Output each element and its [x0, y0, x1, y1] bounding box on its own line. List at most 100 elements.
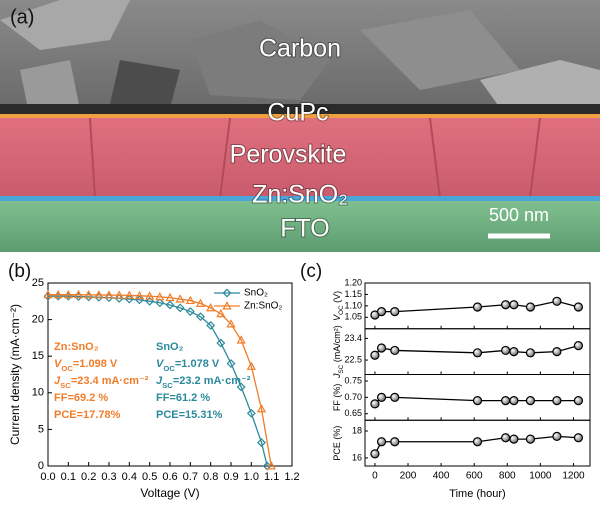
marker [390, 437, 400, 447]
marker [226, 319, 236, 328]
marker [94, 290, 104, 299]
y-axis-label: FF (%) [332, 384, 342, 412]
marker [236, 335, 246, 344]
text-part: =1.078 V [175, 358, 220, 370]
y-tick-label: 0.65 [344, 408, 362, 418]
grain-boundary [89, 117, 96, 199]
x-tick-label: 1.1 [264, 471, 279, 483]
text-part: OC [163, 364, 175, 373]
annotation: VOC=1.098 V [54, 358, 118, 373]
x-tick-label: 0.0 [40, 471, 55, 483]
x-tick-label: 0.7 [183, 471, 198, 483]
marker [73, 289, 84, 299]
marker [552, 347, 562, 357]
grain-boundary [219, 117, 231, 199]
annotation: JSC=23.2 mA·cm⁻² [156, 375, 251, 390]
text-part: (mA/cm²) [332, 325, 342, 365]
x-tick-label: 1000 [529, 471, 552, 482]
y-tick-label: 1.10 [344, 300, 362, 310]
text-part: =1.098 V [73, 358, 118, 370]
annotation: SnO₂ [156, 341, 184, 353]
legend-marker [222, 288, 232, 298]
x-tick-label: 600 [466, 471, 483, 482]
text-part: =23.2 mA·cm⁻² [173, 375, 251, 387]
grain-boundary [529, 117, 541, 199]
text-part: J [156, 375, 163, 387]
marker [165, 292, 175, 302]
marker [196, 312, 205, 322]
marker [134, 290, 145, 300]
text-part: V [332, 314, 342, 321]
x-tick-label: 0.2 [81, 471, 96, 483]
marker [376, 437, 387, 447]
layer-label: Perovskite [230, 141, 347, 169]
marker [195, 298, 206, 307]
marker [155, 292, 165, 301]
text-part: SC [60, 381, 71, 390]
text-part: J [332, 373, 342, 379]
marker [390, 345, 400, 356]
marker [501, 300, 511, 310]
marker [472, 396, 483, 406]
marker [376, 392, 387, 402]
marker [175, 294, 185, 303]
y-tick-label: 5 [38, 423, 44, 435]
marker [185, 307, 195, 316]
layer-label: FTO [280, 215, 330, 243]
marker [84, 290, 94, 299]
text-part: V [156, 358, 165, 370]
annotation: FF=69.2 % [54, 392, 108, 404]
y-tick-label: 1.15 [344, 289, 362, 299]
marker [370, 399, 380, 409]
plot-frame [364, 419, 591, 467]
marker [509, 434, 519, 444]
marker [236, 382, 246, 392]
marker [509, 300, 519, 310]
y-axis-label: JSC (mA/cm²) [332, 325, 345, 379]
texture [0, 0, 130, 50]
marker [226, 359, 236, 368]
y-tick-label: 22.5 [344, 354, 362, 364]
fto-layer [0, 201, 600, 252]
marker [376, 343, 387, 353]
data-line [48, 294, 272, 467]
marker [573, 341, 584, 351]
y-tick-label: 0.70 [344, 392, 362, 402]
marker [165, 300, 175, 310]
y-axis-label: PCE (%) [332, 426, 342, 461]
layer-label: Carbon [259, 35, 341, 63]
marker [573, 396, 584, 406]
x-tick-label: 0.9 [223, 471, 238, 483]
text-part: SC [338, 364, 345, 373]
y-tick-label: 1.20 [344, 277, 362, 287]
marker [501, 433, 511, 443]
y-axis-label: VOC (V) [332, 291, 345, 321]
perovskite-layer [0, 118, 600, 198]
marker [552, 296, 562, 306]
marker [257, 438, 266, 448]
texture [110, 60, 180, 108]
x-axis-label: Time (hour) [449, 488, 505, 500]
panel-label: (b) [8, 261, 31, 282]
marker [216, 338, 226, 348]
annotation: JSC=23.4 mA·cm⁻² [54, 375, 149, 390]
x-tick-label: 1200 [562, 471, 585, 482]
x-tick-label: 0.1 [61, 471, 76, 483]
shadow-band [0, 104, 600, 116]
marker [266, 461, 276, 470]
y-axis-label: Current density (mA·cm⁻²) [8, 304, 22, 445]
marker [114, 290, 124, 299]
x-tick-label: 1.2 [284, 471, 299, 483]
annotation: PCE=17.78% [54, 409, 121, 421]
marker [573, 302, 584, 312]
marker [53, 289, 63, 299]
marker [525, 302, 536, 312]
text-part: SC [162, 381, 173, 390]
text-part: FF=69.2 % [54, 392, 108, 404]
y-tick-label: 15 [32, 350, 44, 362]
annotation: FF=61.2 % [156, 392, 210, 404]
marker [472, 302, 483, 312]
scale-bar-label: 500 nm [489, 205, 549, 225]
